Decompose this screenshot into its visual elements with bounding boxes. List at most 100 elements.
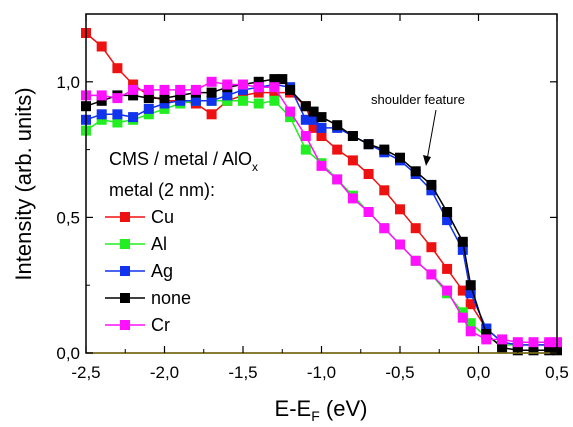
series-cr-point: [347, 193, 358, 204]
legend-label: Cr: [151, 315, 170, 335]
x-tick-label: -2,5: [71, 363, 100, 382]
series-cr-point: [253, 82, 264, 93]
series-al-point: [457, 307, 468, 318]
series-cr-point: [481, 334, 492, 345]
legend-swatch-marker: [120, 320, 130, 330]
series-none-point: [457, 236, 468, 247]
series-ag-point: [300, 114, 311, 125]
series-ag-point: [112, 109, 123, 120]
legend-item-al: Al: [105, 234, 167, 254]
series-cr-point: [128, 84, 139, 95]
series-none-point: [347, 131, 358, 141]
legend-item-cu: Cu: [105, 207, 174, 227]
series-cu-point: [426, 242, 437, 253]
legend: CMS / metal / AlOx metal (2 nm): Cu Al Ag n…: [105, 149, 258, 335]
series-cr-point: [465, 326, 476, 337]
series-cu-point: [442, 263, 453, 274]
series-ag-point: [316, 122, 327, 133]
y-tick-label: 0,0: [56, 344, 80, 363]
series-cr-point: [300, 131, 311, 141]
legend-label: Ag: [151, 261, 173, 281]
series-ag-point: [175, 95, 186, 106]
series-cr-point: [363, 207, 374, 217]
series-ag-point: [308, 114, 319, 125]
series-ag-point: [206, 95, 217, 106]
series-cr-point: [159, 84, 170, 95]
legend-label: Al: [151, 234, 167, 254]
series-none-point: [206, 87, 217, 98]
series-ag-point: [457, 244, 468, 255]
series-al-point: [159, 103, 170, 114]
series-cr-point: [442, 285, 453, 296]
series-ag-point: [190, 95, 201, 106]
x-tick-label: 0,0: [467, 363, 491, 382]
series-cu-point: [96, 41, 107, 52]
series-cu-point: [238, 90, 248, 101]
series-none-point: [497, 342, 508, 353]
series-cu-point: [379, 185, 390, 196]
series-none-point: [277, 74, 288, 85]
series-al-point: [96, 114, 107, 125]
series-ag-point: [442, 215, 453, 226]
series-cu-point: [410, 223, 421, 234]
series-cr-point: [143, 84, 154, 95]
series-cr-point: [175, 84, 186, 95]
x-tick-label: -0,5: [385, 363, 414, 382]
series-cr-point: [457, 312, 468, 323]
series-none-point: [544, 345, 555, 356]
x-axis-label-subscript: F: [311, 408, 320, 424]
legend-title-subscript: x: [252, 160, 258, 174]
series-al-point: [300, 144, 311, 155]
series-ag-point: [465, 288, 476, 299]
series-al-point: [112, 117, 123, 128]
series-ag-point: [96, 109, 107, 120]
series-cr-point: [316, 160, 327, 171]
legend-item-cr: Cr: [105, 315, 170, 335]
series-cu-point: [112, 63, 123, 74]
legend-item-none: none: [105, 288, 191, 308]
series-none-point: [285, 84, 296, 95]
series-none-point: [175, 90, 186, 101]
series-cr-point: [395, 239, 405, 250]
series-cu-point: [457, 285, 468, 296]
legend-swatch-marker: [120, 239, 130, 249]
x-tick-label: 0,5: [545, 363, 569, 382]
annotation-arrow-head: [423, 155, 431, 166]
series-cr-point: [332, 174, 343, 185]
series-cr-point: [379, 223, 390, 234]
series-cu-point: [395, 204, 405, 215]
series-cr-point: [112, 93, 123, 104]
series-none-point: [300, 101, 311, 112]
series-cu-point: [363, 169, 374, 179]
series-none-point: [96, 95, 107, 106]
series-cr-point: [222, 79, 233, 90]
series-cr-point: [544, 337, 555, 348]
series-al-point: [465, 318, 476, 329]
series-al-point: [143, 109, 154, 120]
series-none-point: [442, 207, 453, 217]
series-none-point: [410, 166, 421, 177]
legend-subtitle: metal (2 nm):: [109, 180, 215, 200]
annotation-text: shoulder feature: [371, 92, 465, 107]
series-none-point: [395, 152, 405, 163]
series-ag-point: [128, 112, 139, 123]
series-none-point: [528, 345, 539, 356]
legend-item-ag: Ag: [105, 261, 173, 281]
series-none-point: [269, 74, 280, 85]
series-cu-point: [465, 299, 476, 310]
axis-layer: -2,5 -2,0 -1,5 -1,0 -0,5 0,0 0,5 0,0 0,5 1,0: [56, 14, 569, 382]
series-ag-point: [238, 84, 248, 95]
legend-swatch-marker: [120, 266, 130, 276]
legend-entries: Cu Al Ag none Cr: [105, 207, 191, 335]
series-cr-point: [285, 106, 296, 117]
series-cr-point: [410, 255, 421, 266]
series-cu-point: [347, 155, 358, 166]
series-al-point: [285, 112, 296, 123]
x-tick-label: -1,5: [228, 363, 257, 382]
series-ag-point: [481, 323, 492, 334]
x-tick-label: -2,0: [150, 363, 179, 382]
series-none-point: [426, 179, 437, 190]
series-cu-point: [316, 131, 327, 141]
y-tick-label: 0,5: [56, 208, 80, 227]
